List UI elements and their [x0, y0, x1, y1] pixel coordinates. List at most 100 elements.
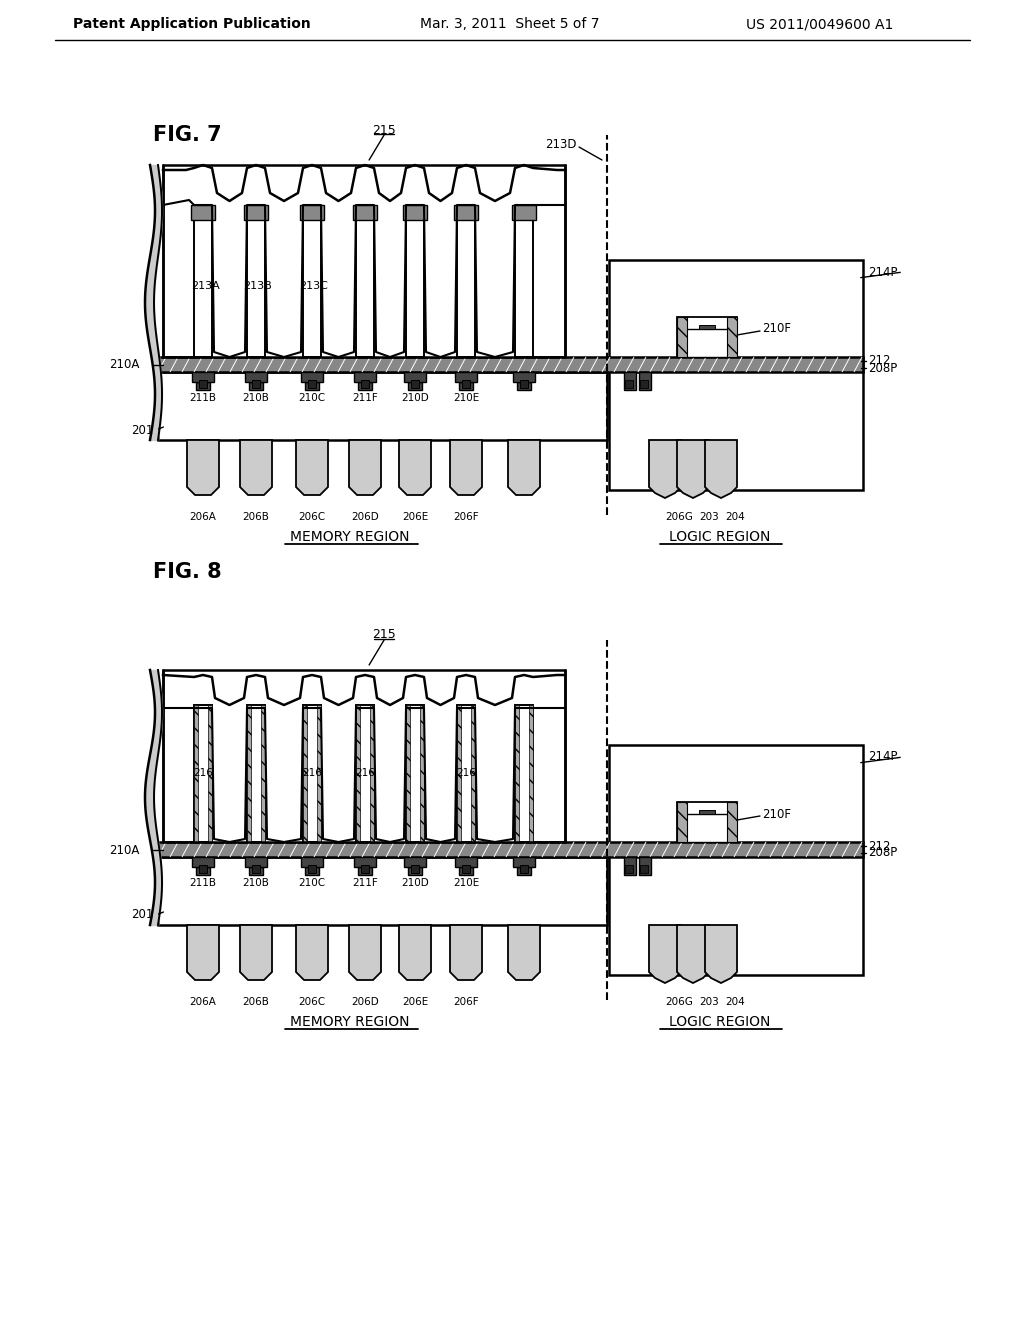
Bar	[406, 220, 424, 356]
Bar	[261, 705, 265, 842]
Bar	[408, 867, 422, 875]
Text: 210E: 210E	[453, 878, 479, 888]
Bar	[609, 260, 863, 490]
Text: 210E: 210E	[453, 393, 479, 403]
Bar	[361, 380, 369, 388]
Bar	[356, 220, 374, 356]
Text: US 2011/0049600 A1: US 2011/0049600 A1	[746, 17, 894, 30]
Text: 210F: 210F	[762, 322, 791, 335]
Text: LOGIC REGION: LOGIC REGION	[670, 531, 771, 544]
Text: 206C: 206C	[298, 512, 326, 521]
Bar	[358, 381, 372, 389]
Text: Patent Application Publication: Patent Application Publication	[73, 17, 311, 30]
Bar	[249, 867, 263, 875]
Bar	[677, 317, 737, 356]
Bar	[317, 705, 321, 842]
Text: 203: 203	[699, 997, 719, 1007]
Text: 210B: 210B	[243, 393, 269, 403]
Bar	[462, 865, 470, 873]
Bar	[252, 865, 260, 873]
Polygon shape	[705, 925, 737, 983]
Bar	[193, 857, 214, 867]
Bar	[420, 705, 424, 842]
Polygon shape	[508, 440, 540, 495]
Text: 206B: 206B	[243, 512, 269, 521]
Polygon shape	[649, 925, 681, 983]
Text: 206F: 206F	[454, 512, 479, 521]
Text: 206D: 206D	[351, 512, 379, 521]
Bar	[212, 220, 247, 356]
Text: 206E: 206E	[401, 512, 428, 521]
Bar	[247, 705, 265, 842]
Text: 210C: 210C	[298, 878, 326, 888]
Bar	[699, 325, 715, 329]
Bar	[515, 705, 534, 842]
Bar	[301, 372, 323, 381]
Bar	[408, 381, 422, 389]
Bar	[265, 220, 303, 356]
Text: 213A: 213A	[190, 281, 219, 290]
Bar	[520, 865, 528, 873]
Text: 201: 201	[131, 908, 153, 921]
Bar	[513, 857, 535, 867]
Bar	[305, 381, 319, 389]
Polygon shape	[349, 440, 381, 495]
Bar	[354, 857, 376, 867]
Bar	[640, 865, 648, 873]
Bar	[624, 857, 636, 875]
Text: 216: 216	[355, 768, 375, 779]
Bar	[457, 220, 475, 356]
Bar	[163, 165, 565, 356]
Text: 210A: 210A	[110, 359, 140, 371]
Polygon shape	[399, 925, 431, 979]
Polygon shape	[296, 440, 328, 495]
Bar	[305, 867, 319, 875]
Bar	[358, 867, 372, 875]
Bar	[513, 372, 535, 381]
Bar	[199, 380, 207, 388]
Bar	[424, 705, 457, 842]
Bar	[196, 381, 210, 389]
Text: 204: 204	[725, 512, 744, 521]
Text: 212: 212	[868, 840, 891, 853]
Text: 210A: 210A	[110, 843, 140, 857]
Bar	[301, 857, 323, 867]
Text: MEMORY REGION: MEMORY REGION	[290, 531, 410, 544]
Text: LOGIC REGION: LOGIC REGION	[670, 1015, 771, 1030]
Bar	[212, 705, 247, 842]
Polygon shape	[349, 925, 381, 979]
Text: 201: 201	[131, 424, 153, 437]
Bar	[265, 705, 303, 842]
Bar	[374, 220, 406, 356]
Text: 210F: 210F	[762, 808, 791, 821]
Bar	[677, 317, 687, 356]
Text: Mar. 3, 2011  Sheet 5 of 7: Mar. 3, 2011 Sheet 5 of 7	[420, 17, 600, 30]
Bar	[520, 380, 528, 388]
Bar	[370, 705, 374, 842]
Bar	[247, 705, 251, 842]
Bar	[158, 842, 863, 857]
Text: 215: 215	[373, 628, 396, 642]
Bar	[308, 865, 316, 873]
Bar	[517, 381, 531, 389]
Bar	[158, 372, 607, 440]
Bar	[457, 705, 461, 842]
Text: 213C: 213C	[300, 281, 329, 290]
Bar	[677, 803, 737, 842]
Bar	[727, 317, 737, 356]
Bar	[321, 220, 356, 356]
Bar	[194, 705, 198, 842]
Bar	[639, 372, 651, 389]
Bar	[374, 705, 406, 842]
Text: 206G: 206G	[665, 997, 693, 1007]
Text: 213D: 213D	[546, 139, 577, 152]
Bar	[406, 705, 424, 842]
Bar	[303, 705, 307, 842]
Text: 206E: 206E	[401, 997, 428, 1007]
Polygon shape	[399, 440, 431, 495]
Text: 210D: 210D	[401, 393, 429, 403]
Bar	[685, 814, 729, 842]
Polygon shape	[677, 440, 709, 498]
Text: 214P: 214P	[868, 265, 897, 279]
Text: 216: 216	[194, 768, 213, 779]
